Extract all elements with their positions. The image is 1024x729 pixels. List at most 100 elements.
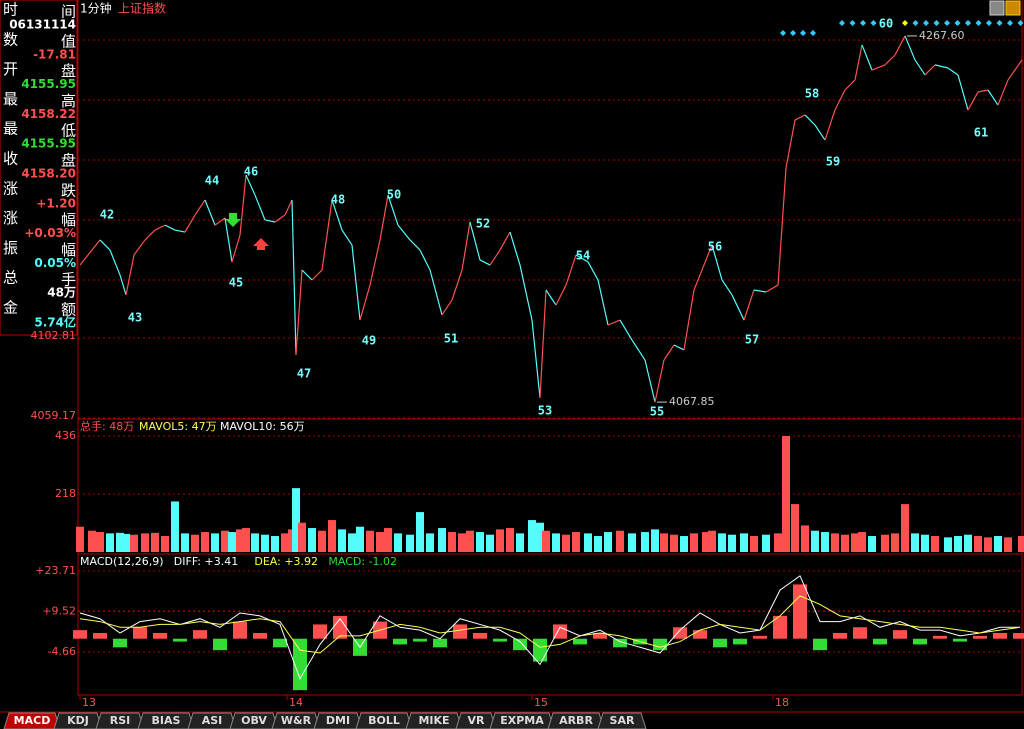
volume-bar bbox=[891, 533, 899, 552]
tab-shape[interactable] bbox=[95, 712, 145, 729]
price-segment bbox=[461, 221, 471, 271]
price-segment bbox=[555, 284, 567, 306]
macd-bar bbox=[613, 638, 627, 648]
volume-bar bbox=[496, 529, 504, 552]
tab[interactable]: VR bbox=[455, 712, 497, 729]
window-buttons[interactable] bbox=[989, 0, 1021, 16]
volume-bar bbox=[228, 532, 236, 552]
macd-bar bbox=[913, 638, 927, 645]
price-segment bbox=[597, 279, 609, 326]
wave-label: 54 bbox=[576, 249, 590, 263]
volume-bar bbox=[466, 530, 474, 552]
tab[interactable]: EXPMA bbox=[489, 712, 555, 729]
tab-label[interactable]: RSI bbox=[110, 714, 131, 727]
tab[interactable]: BOLL bbox=[355, 712, 413, 729]
tab-shape[interactable] bbox=[547, 712, 605, 729]
tab[interactable]: ASI bbox=[187, 712, 237, 729]
tab-shape[interactable] bbox=[3, 712, 61, 729]
tab-shape[interactable] bbox=[489, 712, 555, 729]
tab-label[interactable]: BIAS bbox=[152, 714, 181, 727]
tab-label[interactable]: DMI bbox=[326, 714, 350, 727]
tab-shape[interactable] bbox=[137, 712, 195, 729]
tab-label[interactable]: EXPMA bbox=[500, 714, 544, 727]
tab-label[interactable]: SAR bbox=[610, 714, 635, 727]
volume-bar bbox=[221, 530, 229, 552]
volume-bar bbox=[191, 534, 199, 552]
tab-shape[interactable] bbox=[187, 712, 237, 729]
tab[interactable]: W&R bbox=[271, 712, 321, 729]
tab-shape[interactable] bbox=[355, 712, 413, 729]
tab-label[interactable]: KDJ bbox=[67, 714, 89, 727]
macd-bar bbox=[993, 633, 1007, 639]
tab-shape[interactable] bbox=[53, 712, 103, 729]
field-label: 幅 bbox=[61, 211, 76, 229]
volume-bar bbox=[954, 536, 962, 552]
price-segment bbox=[894, 35, 906, 56]
signal bbox=[870, 20, 877, 26]
volume-bar bbox=[791, 504, 799, 552]
price-segment bbox=[284, 199, 293, 216]
price-segment bbox=[311, 269, 323, 281]
price-segment bbox=[785, 119, 796, 169]
tab-label[interactable]: MIKE bbox=[418, 714, 449, 727]
price-segment bbox=[967, 91, 979, 111]
tab[interactable]: KDJ bbox=[53, 712, 103, 729]
price-segment bbox=[109, 249, 121, 276]
volume-bar bbox=[964, 534, 972, 552]
macd-bar bbox=[73, 630, 87, 639]
volume-bar bbox=[594, 536, 602, 552]
field-value: +0.03% bbox=[24, 226, 76, 240]
tab[interactable]: DMI bbox=[313, 712, 363, 729]
y-tick-label: +23.71 bbox=[35, 564, 76, 577]
price-segment bbox=[341, 229, 353, 246]
volume-bar bbox=[506, 528, 514, 552]
volume-bar bbox=[348, 533, 356, 552]
signal bbox=[1017, 20, 1024, 26]
tab-shape[interactable] bbox=[597, 712, 647, 729]
tab[interactable]: SAR bbox=[597, 712, 647, 729]
tab-label[interactable]: ARBR bbox=[559, 714, 593, 727]
tab[interactable]: MACD bbox=[3, 712, 61, 729]
signal bbox=[923, 20, 929, 26]
tab[interactable]: BIAS bbox=[137, 712, 195, 729]
macd-bar bbox=[513, 638, 527, 651]
tab[interactable]: OBV bbox=[229, 712, 279, 729]
tab-label[interactable]: W&R bbox=[281, 714, 312, 727]
price-segment bbox=[834, 89, 846, 111]
volume-bar bbox=[542, 530, 550, 552]
button[interactable] bbox=[989, 0, 1005, 16]
price-segment bbox=[224, 217, 233, 263]
macd-bar bbox=[853, 627, 867, 639]
tab[interactable]: MIKE bbox=[405, 712, 463, 729]
field-value: 4158.22 bbox=[21, 107, 76, 121]
tab-label[interactable]: BOLL bbox=[368, 714, 400, 727]
price-segment bbox=[204, 199, 216, 226]
tab-shape[interactable] bbox=[405, 712, 463, 729]
volume-bar bbox=[106, 533, 114, 552]
wave-label: 49 bbox=[362, 334, 376, 348]
tab-label[interactable]: ASI bbox=[202, 714, 223, 727]
tab[interactable]: ARBR bbox=[547, 712, 605, 729]
volume-bar bbox=[944, 537, 952, 552]
price-segment bbox=[587, 261, 599, 281]
tab-label[interactable]: OBV bbox=[241, 714, 267, 727]
frames bbox=[0, 0, 1024, 713]
volume-bar bbox=[76, 526, 84, 552]
price-segment bbox=[904, 35, 916, 61]
button[interactable] bbox=[1005, 0, 1021, 16]
signal bbox=[965, 20, 971, 26]
tab-label[interactable]: VR bbox=[468, 714, 486, 727]
legend-entry: MAVOL5: 47万 bbox=[139, 420, 217, 433]
macd-bar bbox=[153, 633, 167, 639]
field-label: 高 bbox=[61, 92, 76, 110]
tab[interactable]: RSI bbox=[95, 712, 145, 729]
tab-label[interactable]: MACD bbox=[14, 714, 51, 727]
price-segment bbox=[957, 74, 969, 111]
tab-shape[interactable] bbox=[229, 712, 279, 729]
macd-bar bbox=[893, 630, 907, 639]
tab-shape[interactable] bbox=[455, 712, 497, 729]
tab-shape[interactable] bbox=[271, 712, 321, 729]
tab-shape[interactable] bbox=[313, 712, 363, 729]
signal bbox=[790, 30, 796, 36]
price-segment bbox=[545, 289, 557, 306]
